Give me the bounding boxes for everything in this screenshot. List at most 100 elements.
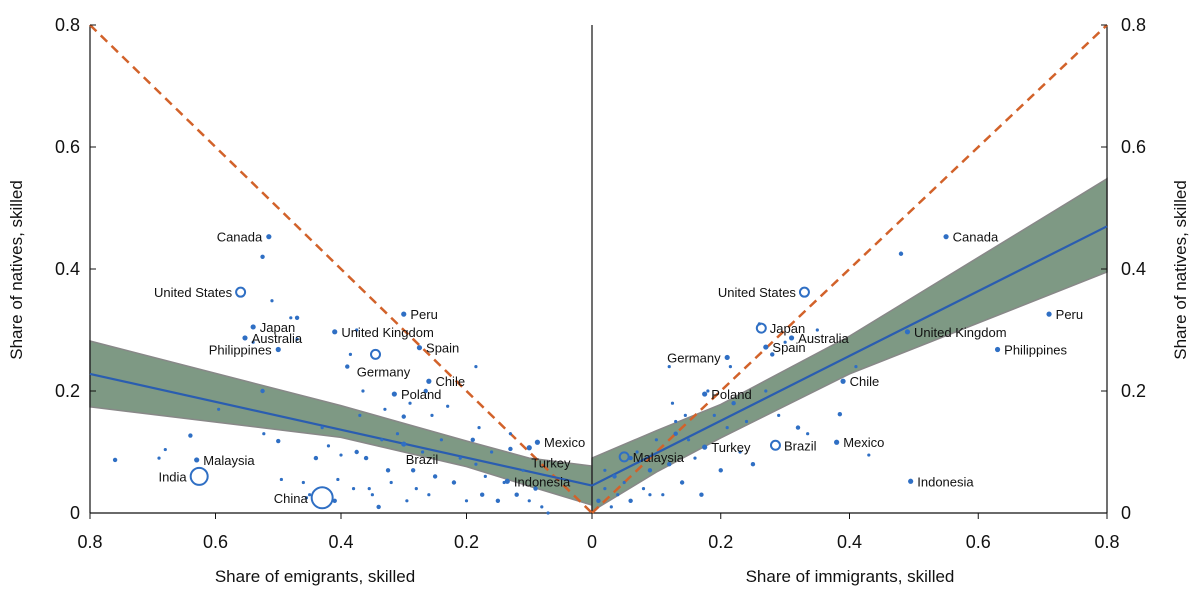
data-point: [405, 499, 409, 503]
right-x-tick-label: 0.6: [966, 532, 991, 552]
diagonal-lines: [89, 24, 1108, 514]
label-chile-left: Chile: [435, 374, 465, 389]
left-y-axis-label: Share of natives, skilled: [7, 180, 26, 360]
data-point: [304, 496, 309, 500]
left-y-tick-label: 0: [70, 503, 80, 523]
point-brazil-right: [769, 439, 781, 451]
label-united-states-left: United States: [154, 285, 233, 300]
data-point: [490, 450, 494, 454]
data-point: [795, 425, 801, 430]
point-india-left: [189, 466, 209, 486]
data-point: [622, 480, 626, 485]
data-point: [533, 486, 538, 491]
left-y-tick-label: 0.6: [55, 137, 80, 157]
label-australia-left: Australia: [252, 331, 303, 346]
data-point: [483, 474, 487, 478]
data-point: [738, 450, 742, 454]
label-peru-right: Peru: [1056, 307, 1083, 322]
data-point: [414, 487, 418, 491]
label-canada-right: Canada: [953, 230, 999, 245]
data-point: [673, 431, 678, 436]
data-point: [358, 413, 362, 417]
point-chile-right: [840, 378, 846, 384]
data-point: [806, 432, 810, 436]
data-point: [603, 487, 607, 491]
data-point: [635, 450, 639, 454]
right-y-tick-label: 0: [1121, 503, 1131, 523]
label-spain-left: Spain: [426, 341, 459, 356]
data-point: [112, 457, 118, 463]
data-point: [301, 480, 305, 485]
point-malaysia-left: [194, 457, 200, 463]
point-poland-right: [702, 391, 708, 397]
data-point: [351, 487, 356, 491]
label-china-left: China: [274, 491, 309, 506]
label-united-kingdom-right: United Kingdom: [914, 325, 1007, 340]
label-japan-left: Japan: [260, 320, 295, 335]
point-spain-right: [763, 344, 769, 350]
data-point: [712, 413, 716, 417]
point-peru-left: [401, 311, 407, 317]
label-poland-left: Poland: [401, 387, 441, 402]
label-philippines-left: Philippines: [209, 343, 272, 358]
data-point: [367, 487, 371, 491]
data-point: [401, 414, 406, 419]
label-spain-right: Spain: [772, 340, 805, 355]
data-point: [667, 462, 672, 467]
data-point: [725, 426, 729, 430]
label-germany-right: Germany: [667, 350, 721, 365]
data-point: [750, 462, 756, 467]
right-y-tick-label: 0.4: [1121, 259, 1146, 279]
data-point: [427, 493, 431, 497]
data-point: [289, 316, 293, 320]
data-point: [479, 492, 485, 497]
data-point: [279, 477, 283, 482]
data-point: [260, 254, 265, 259]
data-point: [731, 401, 736, 406]
data-point: [376, 504, 381, 510]
data-point: [251, 340, 255, 344]
label-mexico-right: Mexico: [843, 435, 884, 450]
data-point: [679, 480, 685, 485]
point-peru-right: [1046, 311, 1052, 317]
data-point: [670, 401, 675, 405]
data-point: [389, 480, 393, 485]
data-point: [474, 365, 478, 369]
label-australia-right: Australia: [798, 331, 849, 346]
data-point: [423, 388, 428, 394]
left-x-tick-label: 0.2: [454, 532, 479, 552]
data-point: [521, 468, 525, 472]
data-point: [508, 432, 513, 436]
data-point: [477, 426, 481, 430]
label-poland-right: Poland: [711, 387, 751, 402]
data-point: [647, 468, 653, 473]
left-fit-line: [89, 372, 593, 487]
data-point: [348, 352, 353, 356]
data-point: [157, 456, 161, 460]
point-united-kingdom-right: [904, 329, 911, 335]
label-canada-left: Canada: [217, 230, 263, 245]
label-chile-right: Chile: [850, 374, 880, 389]
data-point: [276, 438, 281, 444]
data-point: [361, 389, 365, 393]
data-point: [383, 407, 387, 411]
data-point: [420, 450, 425, 454]
data-point: [667, 365, 671, 369]
data-point: [336, 477, 340, 482]
point-brazil-left: [401, 441, 407, 447]
data-point: [260, 388, 265, 394]
data-point: [596, 498, 601, 503]
label-mexico-left: Mexico: [544, 435, 585, 450]
left-y-tick-label: 0.2: [55, 381, 80, 401]
tick-labels: 00.20.40.60.800.20.40.60.80.8 0.6 0.4 0.2 0 0…: [55, 15, 1146, 552]
point-indonesia-right: [908, 478, 914, 484]
data-point: [370, 493, 374, 497]
data-point: [616, 493, 620, 497]
point-germany-left: [370, 348, 382, 360]
data-point: [464, 499, 469, 503]
scatter-points: [112, 234, 1052, 515]
label-india-left: India: [158, 469, 187, 484]
left-45-degree-line: [89, 24, 593, 514]
data-point: [527, 499, 531, 503]
